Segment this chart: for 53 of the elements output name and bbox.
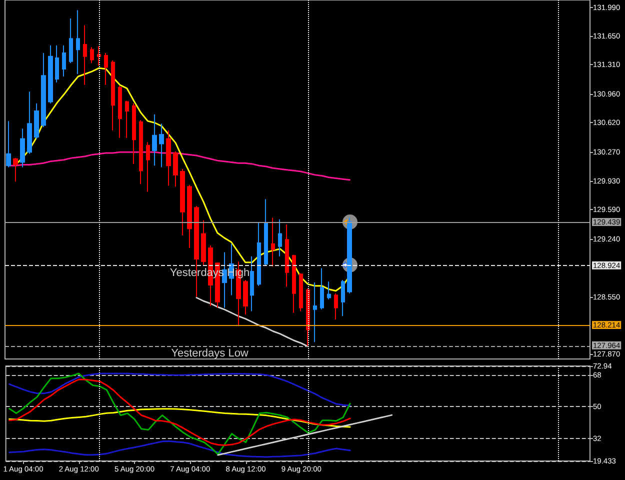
candlestick — [306, 288, 310, 347]
candlestick — [299, 272, 303, 312]
line-series — [8, 378, 351, 446]
candlestick — [327, 281, 331, 300]
line-series — [8, 372, 351, 406]
candlestick — [97, 46, 101, 66]
candlestick — [62, 44, 66, 78]
candlestick — [271, 217, 275, 268]
candlestick — [104, 52, 108, 86]
candlestick — [278, 218, 282, 257]
candlestick — [83, 24, 87, 86]
candlestick — [6, 120, 11, 168]
candlestick — [313, 282, 317, 343]
candlestick — [90, 46, 94, 64]
candlestick — [118, 85, 122, 138]
candlestick — [187, 184, 192, 249]
candlestick — [166, 130, 171, 186]
candlestick — [55, 44, 59, 83]
candlestick — [264, 198, 268, 266]
candlestick — [152, 114, 157, 166]
candlestick — [180, 168, 185, 236]
candlestick — [334, 292, 338, 320]
candlestick — [41, 52, 46, 128]
candlestick — [201, 220, 206, 266]
line-series — [8, 372, 351, 456]
annotation: Yesterdays Low — [171, 348, 248, 360]
candlestick — [173, 150, 178, 188]
candlestick — [146, 142, 150, 192]
candlestick — [13, 158, 18, 182]
candlestick — [27, 91, 32, 154]
candlestick — [250, 256, 254, 312]
candlestick — [257, 221, 261, 286]
line-series — [8, 151, 350, 181]
candlestick — [347, 217, 352, 294]
candlestick — [243, 279, 248, 315]
candlestick — [341, 279, 345, 317]
candlestick — [320, 268, 324, 310]
line-series — [8, 408, 351, 428]
candlestick — [48, 44, 53, 104]
candlestick — [159, 123, 164, 168]
candlestick — [69, 18, 73, 64]
candlestick — [139, 120, 143, 185]
candlestick — [285, 224, 289, 288]
candlestick — [34, 102, 39, 140]
candlestick — [76, 10, 80, 74]
line-series — [196, 296, 309, 348]
candlestick — [20, 128, 25, 168]
line-series — [8, 440, 351, 458]
candlestick — [222, 252, 227, 308]
candlestick — [125, 100, 129, 138]
candlestick — [292, 254, 296, 314]
candlestick — [132, 102, 136, 164]
candlestick — [111, 60, 115, 131]
